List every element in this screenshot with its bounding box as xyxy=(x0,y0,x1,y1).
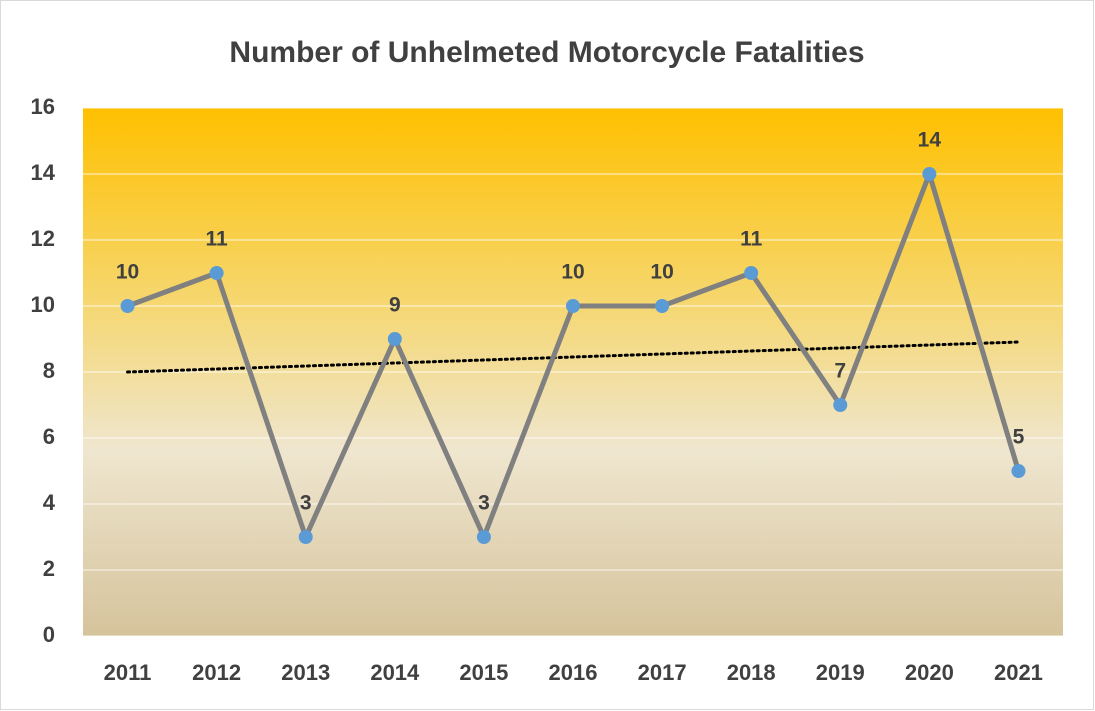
chart-title: Number of Unhelmeted Motorcycle Fataliti… xyxy=(229,36,864,69)
data-label: 3 xyxy=(300,492,312,515)
data-label: 14 xyxy=(918,129,942,152)
y-tick-label: 10 xyxy=(31,292,55,317)
x-tick-label: 2016 xyxy=(549,660,598,685)
y-tick-label: 12 xyxy=(31,226,55,251)
marker xyxy=(476,530,491,544)
data-label: 11 xyxy=(206,228,229,251)
marker xyxy=(655,299,670,313)
marker xyxy=(298,530,313,544)
y-tick-label: 16 xyxy=(31,94,55,119)
marker xyxy=(120,299,135,313)
marker xyxy=(922,167,937,181)
marker xyxy=(744,266,759,280)
y-tick-label: 2 xyxy=(43,556,55,581)
x-tick-label: 2018 xyxy=(727,660,776,685)
data-label: 5 xyxy=(1013,426,1025,449)
data-label: 3 xyxy=(478,492,490,515)
marker xyxy=(1011,464,1026,478)
y-tick-label: 0 xyxy=(43,622,55,647)
x-tick-label: 2014 xyxy=(370,660,420,685)
trendline xyxy=(126,340,1020,374)
x-tick-label: 2011 xyxy=(104,660,152,685)
marker xyxy=(387,332,402,346)
x-tick-label: 2017 xyxy=(638,660,687,685)
x-tick-label: 2012 xyxy=(192,660,241,685)
data-label: 10 xyxy=(561,261,584,284)
marker xyxy=(209,266,224,280)
data-label: 9 xyxy=(389,294,401,317)
x-tick-label: 2019 xyxy=(816,660,865,685)
x-tick-label: 2015 xyxy=(459,660,508,685)
data-label: 10 xyxy=(116,261,139,284)
marker xyxy=(833,398,848,412)
y-tick-label: 6 xyxy=(43,424,55,449)
y-tick-label: 14 xyxy=(31,160,56,185)
data-label: 10 xyxy=(650,261,673,284)
x-tick-label: 2021 xyxy=(994,660,1043,685)
data-label: 11 xyxy=(740,228,763,251)
x-tick-label: 2020 xyxy=(905,660,954,685)
data-label: 7 xyxy=(834,360,846,383)
x-tick-label: 2013 xyxy=(281,660,330,685)
y-tick-label: 4 xyxy=(43,490,56,515)
marker xyxy=(566,299,580,313)
y-tick-label: 8 xyxy=(43,358,55,383)
